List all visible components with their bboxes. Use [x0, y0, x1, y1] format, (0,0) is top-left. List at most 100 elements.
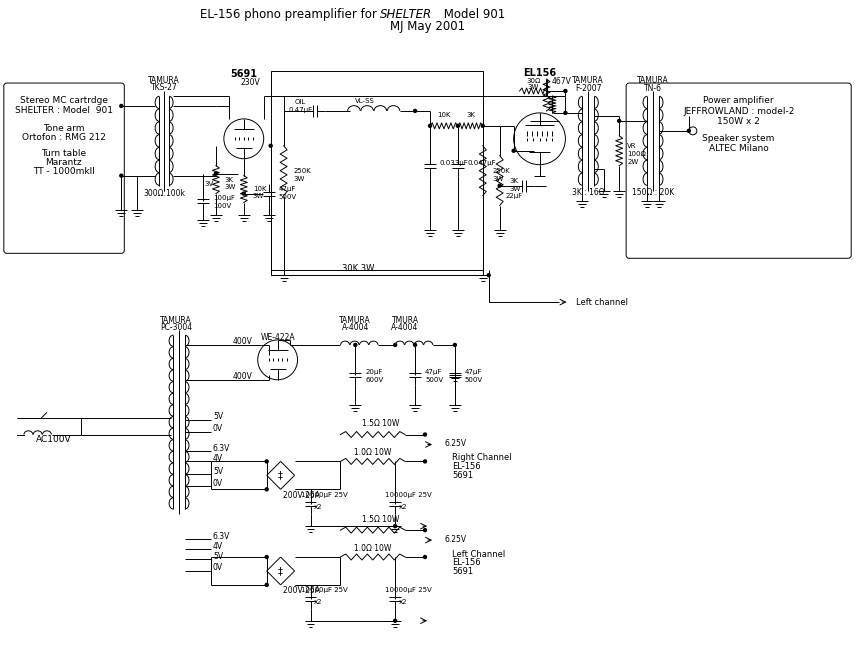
Text: SHELTER: SHELTER [380, 8, 432, 21]
Text: A-4004: A-4004 [342, 323, 369, 332]
Text: 6.3V: 6.3V [213, 532, 230, 541]
Circle shape [394, 343, 396, 346]
Text: 0V: 0V [213, 424, 223, 433]
Text: 0.047μF: 0.047μF [468, 160, 496, 166]
Text: TAMURA: TAMURA [148, 76, 180, 84]
Text: 6.25V: 6.25V [445, 439, 467, 448]
Text: 150Ω : 20K: 150Ω : 20K [632, 188, 675, 197]
Text: TAMURA: TAMURA [637, 76, 669, 84]
Text: TMURA: TMURA [391, 315, 419, 325]
Text: EL-156: EL-156 [452, 558, 480, 567]
Text: 5691: 5691 [230, 69, 258, 79]
Text: 500V: 500V [279, 193, 297, 200]
Text: 3W: 3W [528, 84, 539, 90]
Circle shape [618, 119, 621, 122]
Text: 230V: 230V [241, 78, 260, 87]
Text: 30K 3W: 30K 3W [342, 264, 374, 273]
Text: 2W: 2W [627, 159, 639, 165]
Text: TAMURA: TAMURA [573, 76, 604, 84]
Text: EL-156 phono preamplifier for: EL-156 phono preamplifier for [199, 8, 380, 21]
Circle shape [424, 556, 426, 558]
Text: Right Channel: Right Channel [452, 453, 512, 462]
Text: 47μF: 47μF [279, 185, 296, 191]
Text: ‡: ‡ [278, 470, 283, 481]
Circle shape [424, 529, 426, 532]
Text: SHELTER : Model  901: SHELTER : Model 901 [15, 106, 112, 116]
Text: TAMURA: TAMURA [340, 315, 372, 325]
Text: Turn table: Turn table [41, 150, 86, 158]
Text: 3W: 3W [509, 185, 521, 191]
Text: 3K: 3K [509, 178, 519, 183]
Circle shape [456, 124, 460, 127]
Circle shape [265, 488, 268, 491]
Circle shape [424, 460, 426, 463]
Text: 0.47μF: 0.47μF [288, 107, 312, 113]
Text: 3W: 3W [225, 183, 236, 189]
Circle shape [687, 129, 691, 133]
Text: 467V: 467V [551, 76, 571, 86]
Text: 0V: 0V [213, 479, 223, 488]
Text: 150W x 2: 150W x 2 [717, 118, 760, 127]
Circle shape [265, 556, 268, 558]
Text: JEFFROWLAND : model-2: JEFFROWLAND : model-2 [683, 107, 794, 116]
Circle shape [564, 112, 567, 114]
Text: 4V: 4V [213, 454, 223, 463]
Circle shape [242, 192, 246, 195]
Text: 1.0Ω 10W: 1.0Ω 10W [354, 543, 391, 552]
Text: Marantz: Marantz [45, 158, 82, 167]
Text: 10000μF 25V: 10000μF 25V [385, 492, 432, 498]
Text: 30Ω: 30Ω [526, 78, 541, 84]
Text: 5V: 5V [213, 412, 223, 421]
Circle shape [413, 110, 417, 112]
Text: PC-3004: PC-3004 [160, 323, 192, 332]
Text: VR: VR [627, 143, 637, 149]
Text: 300Ω:100k: 300Ω:100k [143, 189, 185, 198]
Text: 100μF: 100μF [213, 195, 235, 200]
Circle shape [481, 124, 484, 127]
Text: 20μF: 20μF [366, 369, 383, 375]
Text: 3V: 3V [205, 181, 213, 187]
Circle shape [512, 150, 515, 152]
Text: A-4004: A-4004 [391, 323, 419, 332]
Text: 1.5Ω 10W: 1.5Ω 10W [361, 515, 399, 524]
Circle shape [487, 274, 490, 277]
Circle shape [120, 104, 122, 108]
Circle shape [394, 524, 396, 528]
Text: 100V: 100V [213, 202, 231, 208]
Text: Power amplifier: Power amplifier [704, 97, 774, 106]
Text: 3K : 16Ω: 3K : 16Ω [572, 188, 604, 197]
Circle shape [424, 433, 426, 436]
Text: 500V: 500V [465, 377, 483, 383]
Text: 600V: 600V [366, 377, 383, 383]
Text: 1.0Ω 10W: 1.0Ω 10W [354, 448, 391, 457]
Text: 3K: 3K [467, 112, 475, 118]
Circle shape [429, 124, 431, 127]
Text: 10000μF 25V: 10000μF 25V [300, 492, 348, 498]
Circle shape [354, 343, 357, 346]
Text: 200V 25A: 200V 25A [282, 586, 319, 596]
Text: 6.25V: 6.25V [445, 535, 467, 543]
Text: 5V: 5V [213, 552, 223, 560]
Text: 10K: 10K [253, 185, 266, 191]
Text: Stereo MC cartrdge: Stereo MC cartrdge [20, 97, 108, 106]
Text: 22μF: 22μF [506, 193, 523, 199]
Text: 250K: 250K [493, 168, 510, 174]
Text: 400V: 400V [233, 372, 253, 381]
Text: Model 901: Model 901 [440, 8, 505, 21]
FancyBboxPatch shape [626, 83, 851, 259]
Text: TN-6: TN-6 [644, 84, 662, 93]
Text: x2: x2 [399, 504, 407, 510]
Text: Left Channel: Left Channel [452, 550, 505, 558]
Text: x2: x2 [314, 599, 323, 605]
Text: 0.033μF: 0.033μF [440, 160, 469, 166]
Text: F-2007: F-2007 [575, 84, 602, 93]
Text: EL156: EL156 [523, 68, 556, 78]
Text: 47μF: 47μF [425, 369, 443, 375]
Text: VL-SS: VL-SS [355, 98, 375, 104]
Text: TAMURA: TAMURA [160, 315, 192, 325]
Circle shape [413, 343, 417, 346]
Text: MJ May 2001: MJ May 2001 [390, 20, 466, 33]
Text: 500V: 500V [425, 377, 443, 383]
Text: TKS-27: TKS-27 [151, 82, 177, 91]
Circle shape [498, 184, 501, 187]
